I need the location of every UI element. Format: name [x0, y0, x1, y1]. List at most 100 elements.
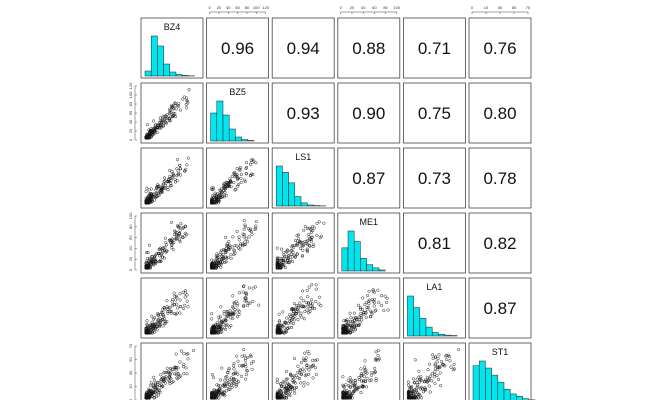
- scatter-point-5-1: [239, 374, 244, 378]
- scatter-point-3-1: [233, 251, 237, 255]
- scatter-point-2-0: [145, 186, 149, 190]
- scatter-point-4-1: [236, 308, 240, 312]
- scatter-point-5-3: [348, 376, 352, 380]
- scatter-point-4-0: [160, 307, 165, 311]
- top-tick-label-3-1: 20: [350, 5, 355, 10]
- scatter-point-5-0: [144, 396, 148, 400]
- scatter-point-2-1: [210, 199, 214, 203]
- scatter-point-5-4: [431, 356, 435, 360]
- scatter-point-2-0: [144, 190, 148, 194]
- scatter-point-4-3: [362, 311, 366, 315]
- scatter-point-5-2: [299, 372, 303, 376]
- scatter-point-4-1: [238, 291, 242, 295]
- scatter-point-4-2: [292, 302, 296, 306]
- scatter-point-3-2: [285, 256, 289, 261]
- scatter-point-4-3: [361, 307, 365, 312]
- scatter-point-5-4: [420, 396, 424, 400]
- scatter-point-4-3: [371, 289, 375, 293]
- scatter-point-3-0: [175, 235, 179, 239]
- scatter-point-5-1: [219, 378, 223, 382]
- scatter-point-1-0: [168, 119, 172, 123]
- scatter-point-2-1: [254, 161, 258, 165]
- scatter-point-4-1: [236, 302, 240, 306]
- scatter-point-5-0: [168, 376, 172, 380]
- scatter-point-1-0: [161, 117, 165, 121]
- variable-label-ST1: ST1: [492, 347, 509, 357]
- scatter-point-4-2: [291, 312, 295, 316]
- scatter-point-5-1: [244, 356, 248, 360]
- scatter-point-4-2: [305, 288, 309, 292]
- scatter-point-3-2: [275, 264, 279, 268]
- scatter-point-5-3: [359, 374, 364, 378]
- scatter-point-4-3: [385, 296, 389, 300]
- scatter-point-5-2: [301, 357, 305, 361]
- scatter-point-4-1: [219, 305, 223, 309]
- scatter-point-5-2: [311, 364, 315, 368]
- scatter-point-2-0: [170, 175, 174, 179]
- scatter-point-5-1: [250, 367, 254, 371]
- scatter-point-5-4: [433, 367, 437, 371]
- scatter-point-4-0: [178, 311, 182, 315]
- scatter-point-5-2: [282, 396, 286, 400]
- scatter-point-4-3: [360, 318, 364, 322]
- scatter-point-4-3: [377, 301, 381, 305]
- scatter-point-5-1: [230, 380, 234, 384]
- scatter-point-4-3: [343, 324, 347, 328]
- scatter-point-4-0: [179, 304, 183, 309]
- scatter-point-5-4: [422, 380, 426, 384]
- scatter-point-4-3: [346, 327, 350, 331]
- scatter-point-5-0: [170, 367, 174, 371]
- scatter-point-5-1: [244, 365, 248, 369]
- scatter-point-4-1: [215, 321, 219, 325]
- scatter-point-5-2: [311, 358, 315, 363]
- scatter-point-5-2: [291, 376, 295, 380]
- left-tick-label-1-6: 120: [128, 82, 133, 89]
- scatter-point-4-1: [210, 329, 214, 333]
- scatter-point-2-1: [239, 173, 243, 177]
- scatter-point-4-1: [243, 299, 247, 303]
- scatter-point-4-2: [294, 312, 298, 316]
- scatter-point-4-2: [301, 289, 305, 293]
- scatter-point-5-4: [410, 385, 414, 389]
- scatter-point-4-0: [175, 296, 179, 300]
- scatter-point-5-4: [435, 367, 440, 371]
- top-tick-label-5-1: 10: [484, 5, 489, 10]
- scatter-point-3-2: [285, 250, 289, 254]
- scatter-point-3-0: [145, 259, 149, 263]
- scatter-point-4-1: [242, 303, 246, 307]
- scatter-point-3-1: [253, 226, 257, 230]
- scatter-point-5-4: [418, 377, 422, 381]
- scatter-point-5-0: [148, 389, 152, 393]
- scatter-point-3-1: [223, 260, 227, 264]
- scatter-point-5-4: [414, 388, 418, 392]
- scatter-point-3-2: [279, 256, 283, 260]
- scatter-point-2-0: [149, 195, 153, 199]
- scatter-point-4-1: [225, 310, 229, 314]
- scatter-point-3-0: [152, 255, 156, 259]
- panel-frame-3-1: [206, 212, 270, 274]
- scatter-point-4-1: [225, 322, 229, 326]
- scatter-point-5-0: [185, 372, 189, 376]
- scatter-point-3-2: [302, 228, 306, 232]
- scatter-point-4-1: [231, 305, 235, 309]
- scatter-point-4-3: [351, 320, 355, 324]
- scatter-point-5-4: [429, 374, 433, 378]
- scatter-point-3-1: [242, 233, 246, 237]
- scatter-point-4-1: [247, 286, 251, 290]
- scatter-point-2-1: [238, 166, 242, 170]
- scatter-point-5-3: [360, 379, 364, 383]
- scatter-point-4-2: [306, 295, 310, 299]
- scatter-point-1-0: [161, 115, 165, 119]
- scatter-point-3-1: [224, 235, 228, 239]
- scatter-point-5-4: [416, 383, 420, 387]
- scatter-point-4-2: [310, 283, 314, 287]
- scatter-point-5-0: [157, 388, 162, 392]
- scatter-point-4-2: [278, 330, 282, 334]
- scatter-point-4-2: [300, 315, 304, 319]
- scatter-point-5-0: [171, 380, 175, 384]
- variable-label-BZ4: BZ4: [164, 22, 181, 32]
- scatter-point-2-1: [222, 195, 226, 199]
- scatter-point-5-3: [344, 383, 348, 387]
- scatter-point-5-4: [415, 381, 419, 385]
- scatter-point-3-1: [250, 232, 254, 236]
